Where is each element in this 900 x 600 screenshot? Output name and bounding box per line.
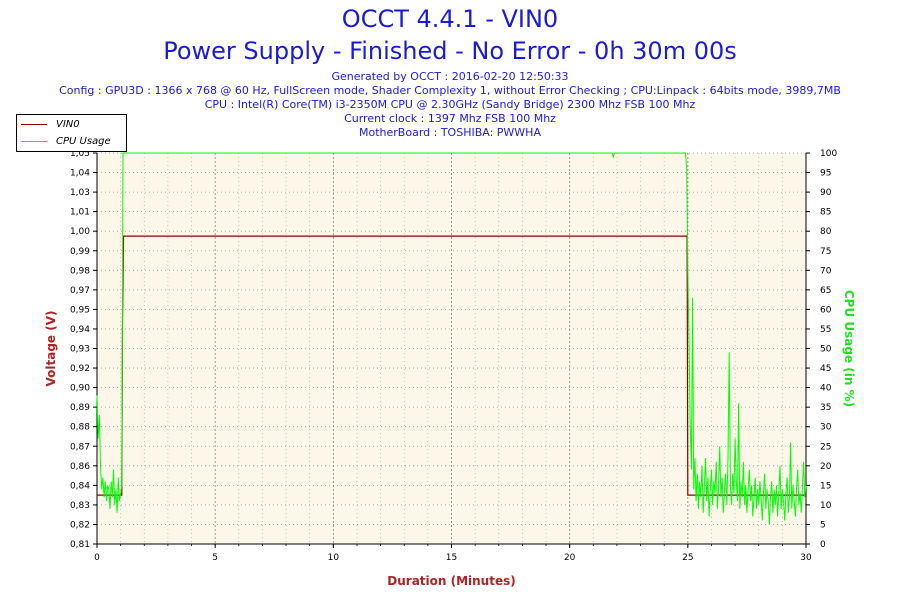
y-right-tick-label: 45 <box>820 364 831 374</box>
info-clock: Current clock : 1397 Mhz FSB 100 Mhz <box>344 112 556 125</box>
y-left-tick-label: 0,95 <box>70 305 90 315</box>
legend: VIN0 CPU Usage <box>16 114 127 152</box>
y-left-tick-label: 0,94 <box>70 325 90 335</box>
y-right-tick-label: 85 <box>820 208 831 218</box>
y-right-tick-label: 15 <box>820 481 831 491</box>
y-right-tick-label: 10 <box>820 501 832 511</box>
y-right-tick-label: 35 <box>820 403 831 413</box>
y-left-tick-label: 1,01 <box>70 208 90 218</box>
y-left-tick-label: 0,98 <box>70 266 90 276</box>
y-left-tick-label: 1,03 <box>70 188 90 198</box>
y-right-tick-label: 40 <box>820 384 832 394</box>
y-right-tick-label: 90 <box>820 188 832 198</box>
info-motherboard: MotherBoard : TOSHIBA: PWWHA <box>359 126 541 139</box>
y-left-tick-label: 0,82 <box>70 520 90 530</box>
y-right-tick-label: 0 <box>820 540 826 550</box>
y-left-tick-label: 0,83 <box>70 501 90 511</box>
y-right-tick-label: 75 <box>820 247 831 257</box>
y-left-tick-label: 0,97 <box>70 286 90 296</box>
y-left-tick-label: 0,99 <box>70 247 90 257</box>
x-tick-label: 20 <box>564 553 576 563</box>
x-tick-label: 25 <box>682 553 693 563</box>
y-left-axis-title: Voltage (V) <box>44 311 58 387</box>
y-left-tick-label: 1,00 <box>70 227 90 237</box>
x-tick-label: 0 <box>94 553 100 563</box>
legend-item-cpu-usage: CPU Usage <box>21 134 111 148</box>
legend-item-vin0: VIN0 <box>21 117 80 131</box>
x-tick-label: 30 <box>800 553 812 563</box>
y-left-tick-label: 0,81 <box>70 540 90 550</box>
legend-label-cpu-usage: CPU Usage <box>56 135 111 147</box>
info-cpu: CPU : Intel(R) Core(TM) i3-2350M CPU @ 2… <box>204 98 696 111</box>
chart-title: OCCT 4.4.1 - VIN0 <box>341 5 559 33</box>
x-tick-label: 5 <box>212 553 218 563</box>
y-left-tick-label: 0,93 <box>70 345 90 355</box>
y-right-tick-label: 50 <box>820 345 832 355</box>
legend-label-vin0: VIN0 <box>56 118 80 130</box>
y-right-tick-label: 80 <box>820 227 832 237</box>
y-left-tick-label: 0,84 <box>70 481 90 491</box>
y-right-tick-label: 70 <box>820 266 832 276</box>
y-left-tick-label: 0,86 <box>70 462 90 472</box>
y-right-tick-label: 65 <box>820 286 831 296</box>
y-right-tick-label: 55 <box>820 325 831 335</box>
y-right-tick-label: 30 <box>820 423 832 433</box>
info-generated: Generated by OCCT : 2016-02-20 12:50:33 <box>331 70 569 83</box>
y-right-tick-label: 95 <box>820 169 831 179</box>
y-left-tick-label: 0,92 <box>70 364 90 374</box>
legend-swatch-vin0 <box>21 123 47 125</box>
y-right-axis-title: CPU Usage (in %) <box>842 290 856 407</box>
x-tick-label: 10 <box>328 553 340 563</box>
y-left-tick-label: 0,90 <box>70 384 90 394</box>
series-line-vin0 <box>97 235 806 496</box>
y-right-tick-label: 5 <box>820 520 826 530</box>
x-axis-title: Duration (Minutes) <box>387 574 515 588</box>
y-left-tick-label: 1,05 <box>70 149 90 159</box>
x-tick-label: 15 <box>446 553 457 563</box>
y-left-tick-label: 0,88 <box>70 423 90 433</box>
y-right-tick-label: 100 <box>820 149 837 159</box>
y-left-tick-label: 0,87 <box>70 442 90 452</box>
y-left-tick-label: 1,04 <box>70 169 90 179</box>
legend-swatch-cpu-usage <box>21 140 47 142</box>
chart-subtitle: Power Supply - Finished - No Error - 0h … <box>163 37 737 65</box>
series-line-cpu-usage <box>96 152 807 525</box>
y-left-tick-label: 0,89 <box>70 403 90 413</box>
info-config: Config : GPU3D : 1366 x 768 @ 60 Hz, Ful… <box>59 84 841 97</box>
y-right-tick-label: 25 <box>820 442 831 452</box>
y-right-tick-label: 60 <box>820 305 832 315</box>
y-right-tick-label: 20 <box>820 462 832 472</box>
